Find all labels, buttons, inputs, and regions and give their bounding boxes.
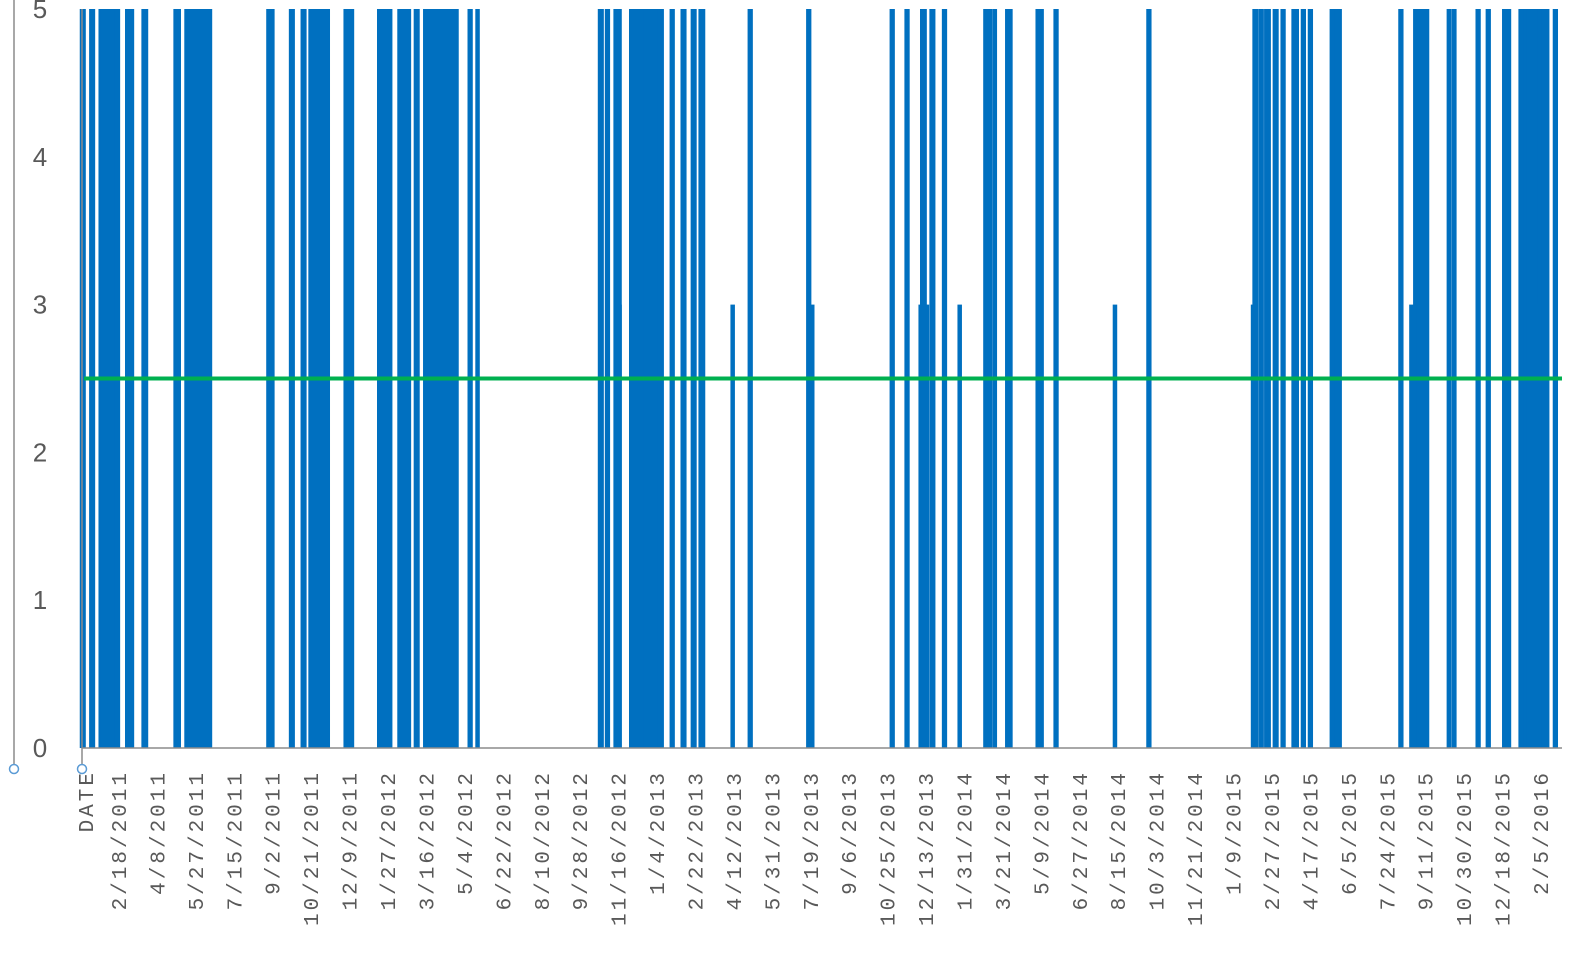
bar bbox=[1534, 304, 1539, 748]
x-tick-label: 4/17/2015 bbox=[1301, 770, 1324, 910]
x-tick-label: 8/15/2014 bbox=[1109, 770, 1132, 910]
x-tick-label: 5/27/2011 bbox=[187, 770, 210, 910]
x-tick-label: 9/2/2011 bbox=[264, 770, 287, 895]
category-axis-label: DATE bbox=[77, 770, 100, 832]
x-tick-label: 4/8/2011 bbox=[148, 770, 171, 895]
x-tick-label: 1/27/2012 bbox=[379, 770, 402, 910]
y-tick-label: 3 bbox=[33, 290, 47, 320]
x-tick-label: 12/13/2013 bbox=[917, 770, 940, 926]
bar bbox=[1250, 304, 1256, 748]
x-tick-label: 2/18/2011 bbox=[110, 770, 133, 910]
x-ticks-layer: 2/18/2011 4/8/2011 5/27/2011 7/15/2011 9/2/2… bbox=[110, 770, 1555, 926]
x-tick-label: 1/9/2015 bbox=[1225, 770, 1248, 895]
y-tick-label: 0 bbox=[33, 733, 47, 763]
x-tick-label: 9/6/2013 bbox=[840, 770, 863, 895]
bar bbox=[81, 9, 86, 748]
y-tick-label: 1 bbox=[33, 585, 47, 615]
bar bbox=[957, 304, 962, 748]
bar bbox=[1112, 304, 1118, 748]
x-tick-label: 5/31/2013 bbox=[763, 770, 786, 910]
x-tick-label: 6/5/2015 bbox=[1340, 770, 1363, 895]
x-tick-label: 6/22/2012 bbox=[494, 770, 517, 910]
x-tick-label: 2/22/2013 bbox=[687, 770, 710, 910]
y-tick-label: 2 bbox=[33, 437, 47, 467]
x-tick-label: 6/27/2014 bbox=[1071, 770, 1094, 910]
x-tick-label: 10/30/2015 bbox=[1455, 770, 1478, 926]
selection-handle-right[interactable] bbox=[76, 763, 88, 775]
x-tick-label: 1/31/2014 bbox=[956, 770, 979, 910]
x-tick-label: 2/5/2016 bbox=[1532, 770, 1555, 895]
y-tick-label: 4 bbox=[33, 142, 47, 172]
bar bbox=[617, 304, 622, 748]
x-tick-label: 11/21/2014 bbox=[1186, 770, 1209, 926]
bar bbox=[810, 304, 815, 748]
x-tick-label: 12/18/2015 bbox=[1494, 770, 1517, 926]
y-tick-label: 5 bbox=[33, 0, 47, 24]
x-tick-label: 5/4/2012 bbox=[456, 770, 479, 895]
x-tick-label: 1/4/2013 bbox=[648, 770, 671, 895]
x-tick-label: 3/16/2012 bbox=[418, 770, 441, 910]
x-tick-label: 10/25/2013 bbox=[879, 770, 902, 926]
x-tick-label: 10/21/2011 bbox=[302, 770, 325, 926]
x-tick-label: 3/21/2014 bbox=[994, 770, 1017, 910]
x-tick-label: 2/27/2015 bbox=[1263, 770, 1286, 910]
x-tick-label: 9/11/2015 bbox=[1417, 770, 1440, 910]
bar bbox=[1409, 304, 1414, 748]
bar bbox=[730, 304, 735, 748]
y-ticks-layer: 0 1 2 3 4 5 bbox=[33, 0, 47, 763]
bar bbox=[924, 304, 930, 748]
x-tick-label: 8/10/2012 bbox=[533, 770, 556, 910]
x-tick-label: 9/28/2012 bbox=[571, 770, 594, 910]
x-tick-label: 10/3/2014 bbox=[1148, 770, 1171, 910]
x-tick-label: 4/12/2013 bbox=[725, 770, 748, 910]
x-tick-label: 7/24/2015 bbox=[1378, 770, 1401, 910]
x-tick-label: 11/16/2012 bbox=[610, 770, 633, 926]
selection-handle-left[interactable] bbox=[8, 763, 20, 775]
x-tick-label: 5/9/2014 bbox=[1032, 770, 1055, 895]
x-tick-label: 12/9/2011 bbox=[341, 770, 364, 910]
x-tick-label: 7/15/2011 bbox=[225, 770, 248, 910]
bar bbox=[918, 304, 923, 748]
x-tick-label: 7/19/2013 bbox=[802, 770, 825, 910]
